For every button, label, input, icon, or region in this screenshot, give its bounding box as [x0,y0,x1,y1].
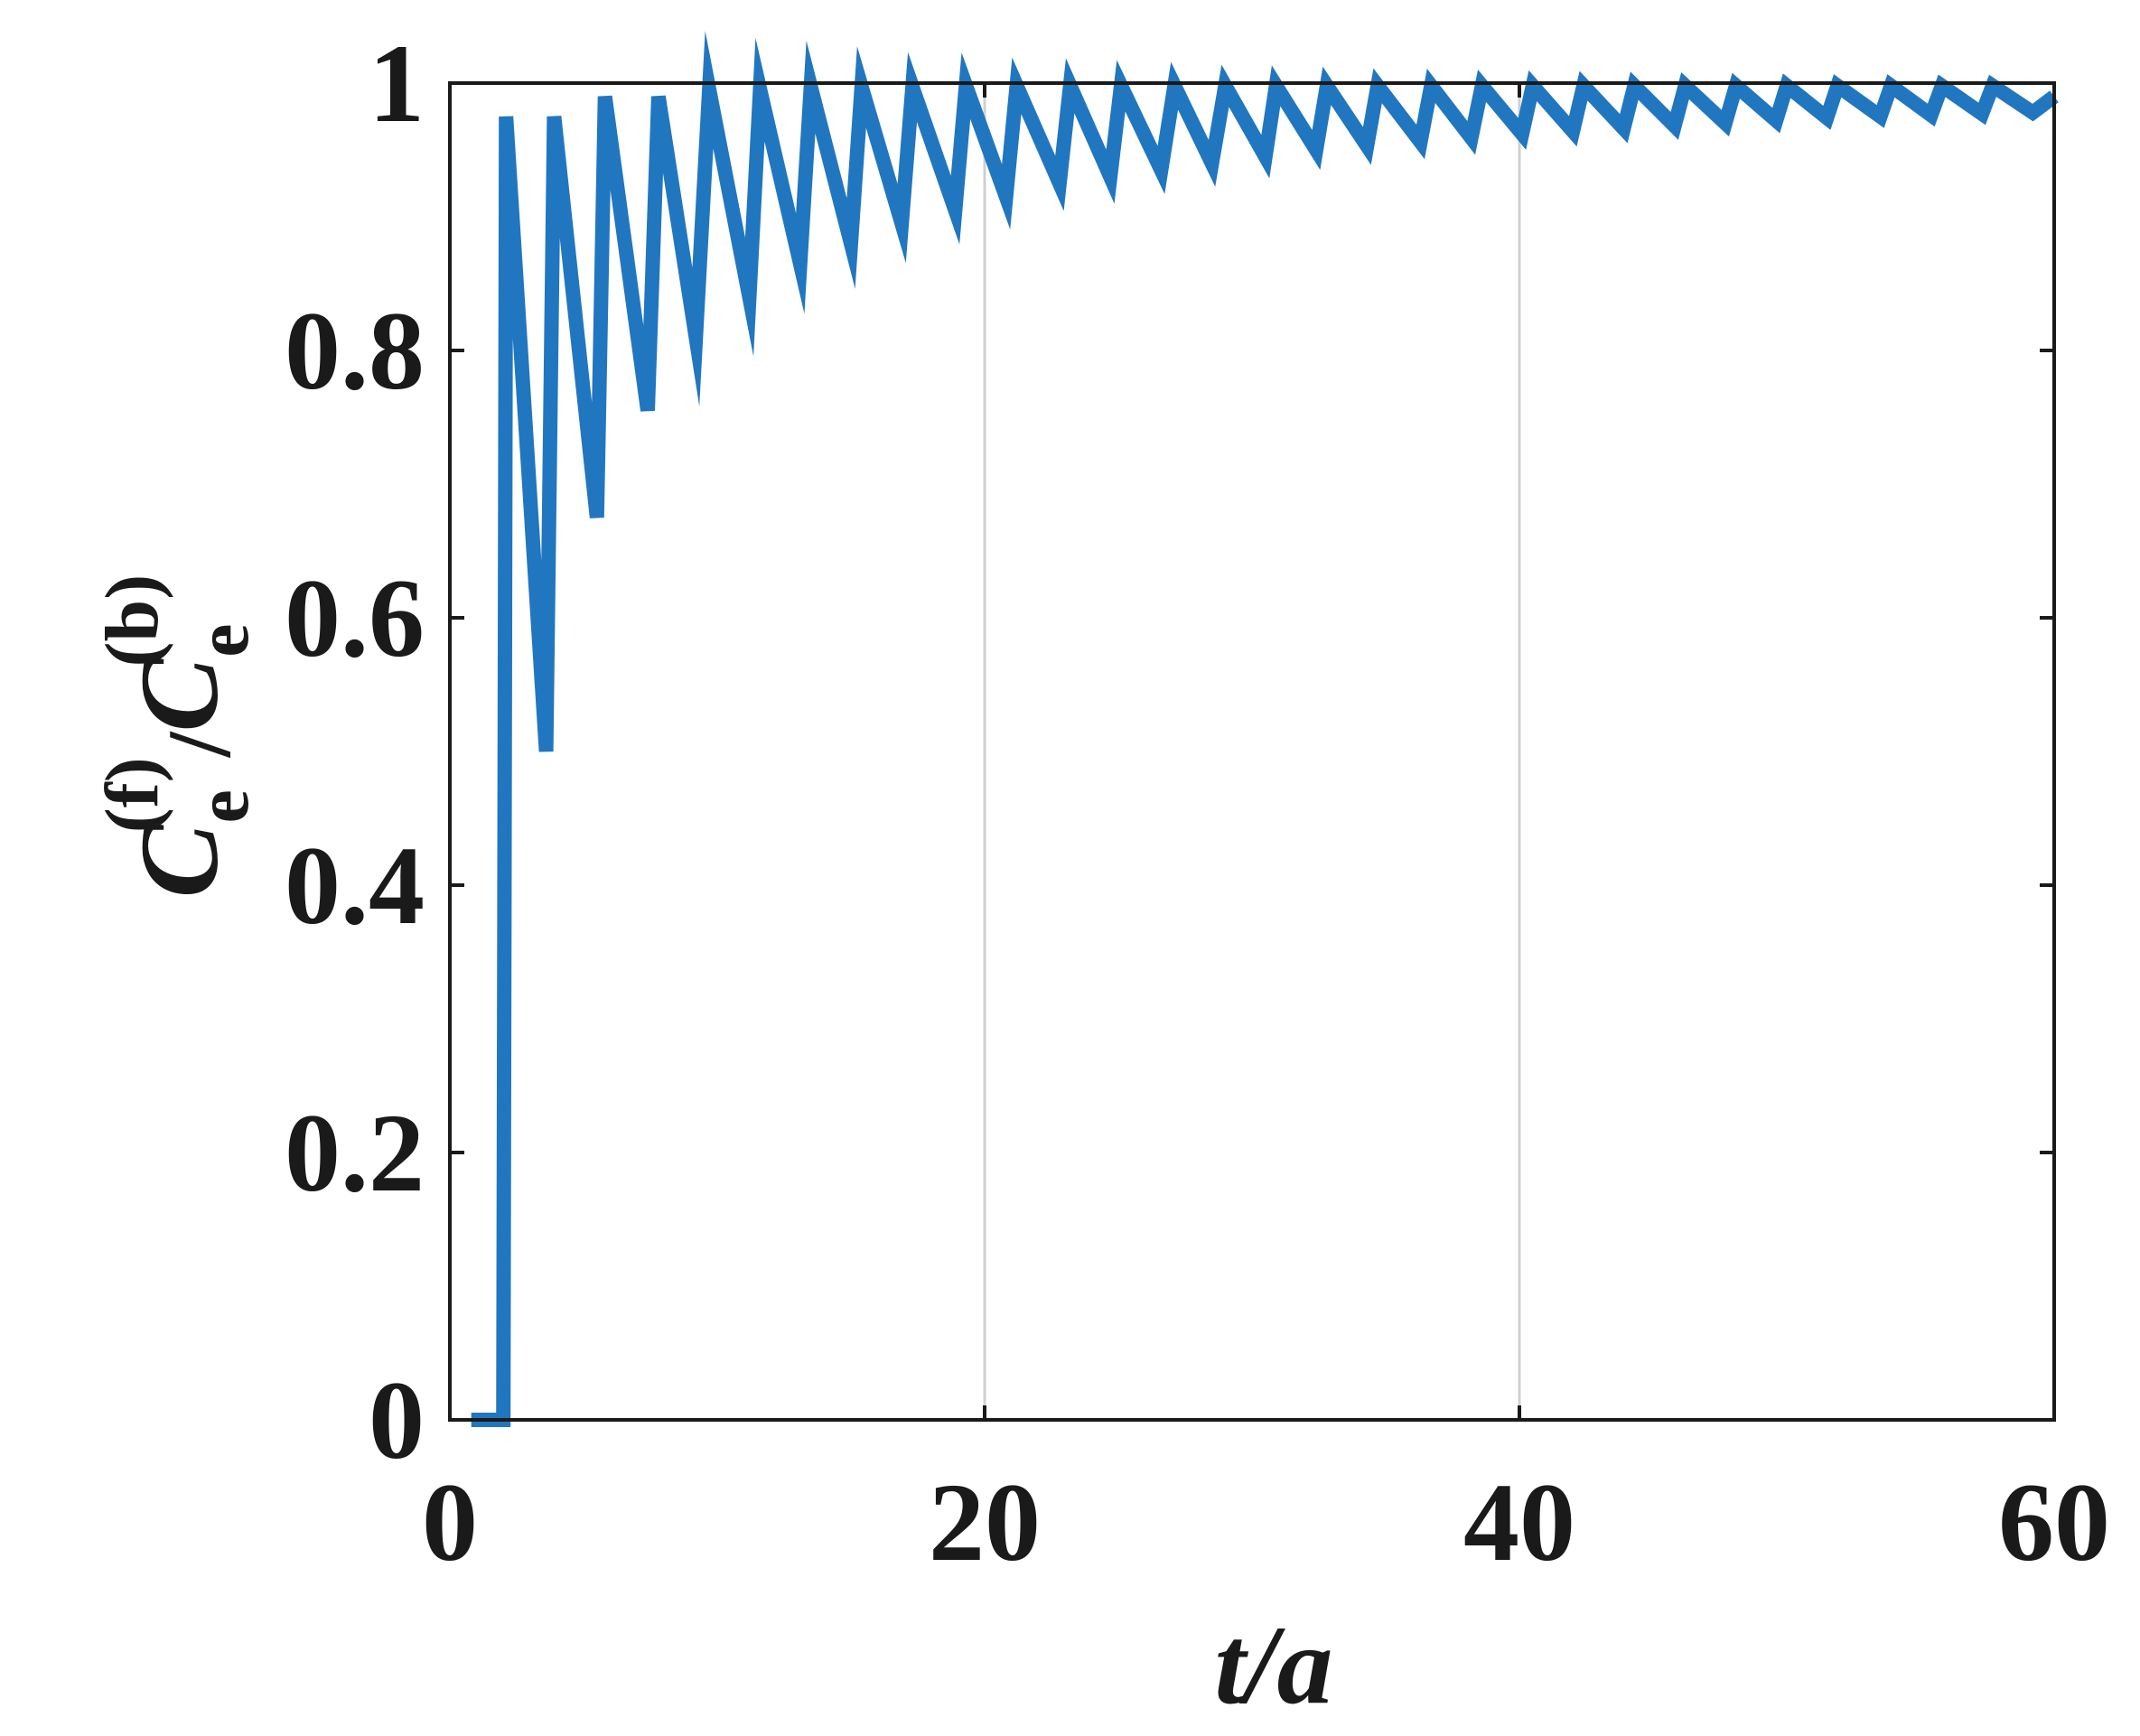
y-label-sup-1: (f) [90,757,174,833]
y-label-main-2: C [117,656,241,732]
x-tick-label-0: 0 [422,1461,478,1584]
x-tick-label-3: 60 [1998,1461,2110,1584]
y-label-slash: / [149,731,249,758]
axes-box [448,81,2056,1422]
y-tick-label-1: 0.2 [285,1091,425,1215]
tick-labels: 0 0.2 0.4 0.6 0.8 1 0 20 40 60 [285,22,2110,1584]
ticks [448,81,2056,1422]
x-tick-label-1: 20 [929,1461,1041,1584]
grid-lines [983,83,1521,1420]
y-tick-label-5: 1 [369,22,425,145]
axes-frame [448,81,2056,1422]
y-label-sup-2: (b) [90,574,174,667]
y-label-main-1: C [117,822,241,898]
y-tick-label-4: 0.8 [285,289,425,413]
series-line-0 [471,31,2059,1427]
y-tick-label-0: 0 [369,1358,425,1482]
y-tick-label-3: 0.6 [285,556,425,680]
y-axis-label: Ce(f)/Ce(b) [90,574,265,898]
y-tick-label-2: 0.4 [285,824,425,947]
x-tick-label-2: 40 [1463,1461,1575,1584]
data-series [471,31,2059,1427]
y-label-sub-1: e [181,789,265,823]
y-label-sub-2: e [181,623,265,657]
x-axis-label: t/a [1215,1603,1333,1727]
